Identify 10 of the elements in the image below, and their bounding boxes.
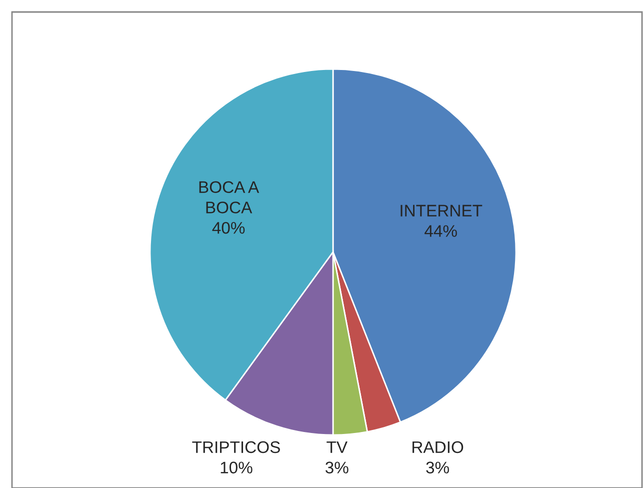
data-label: 3%	[426, 462, 450, 474]
data-label: 10%	[220, 462, 252, 474]
slice-label: TV	[326, 441, 348, 453]
data-label: 40%	[212, 222, 245, 234]
data-label: 44%	[424, 225, 457, 237]
slice-label: RADIO	[412, 441, 464, 454]
slice-label: INTERNET	[400, 204, 482, 216]
data-label: 3%	[326, 462, 348, 474]
slice-label: TRIPTICOS	[192, 441, 280, 454]
slice-label: BOCA A BOCA	[199, 181, 260, 214]
